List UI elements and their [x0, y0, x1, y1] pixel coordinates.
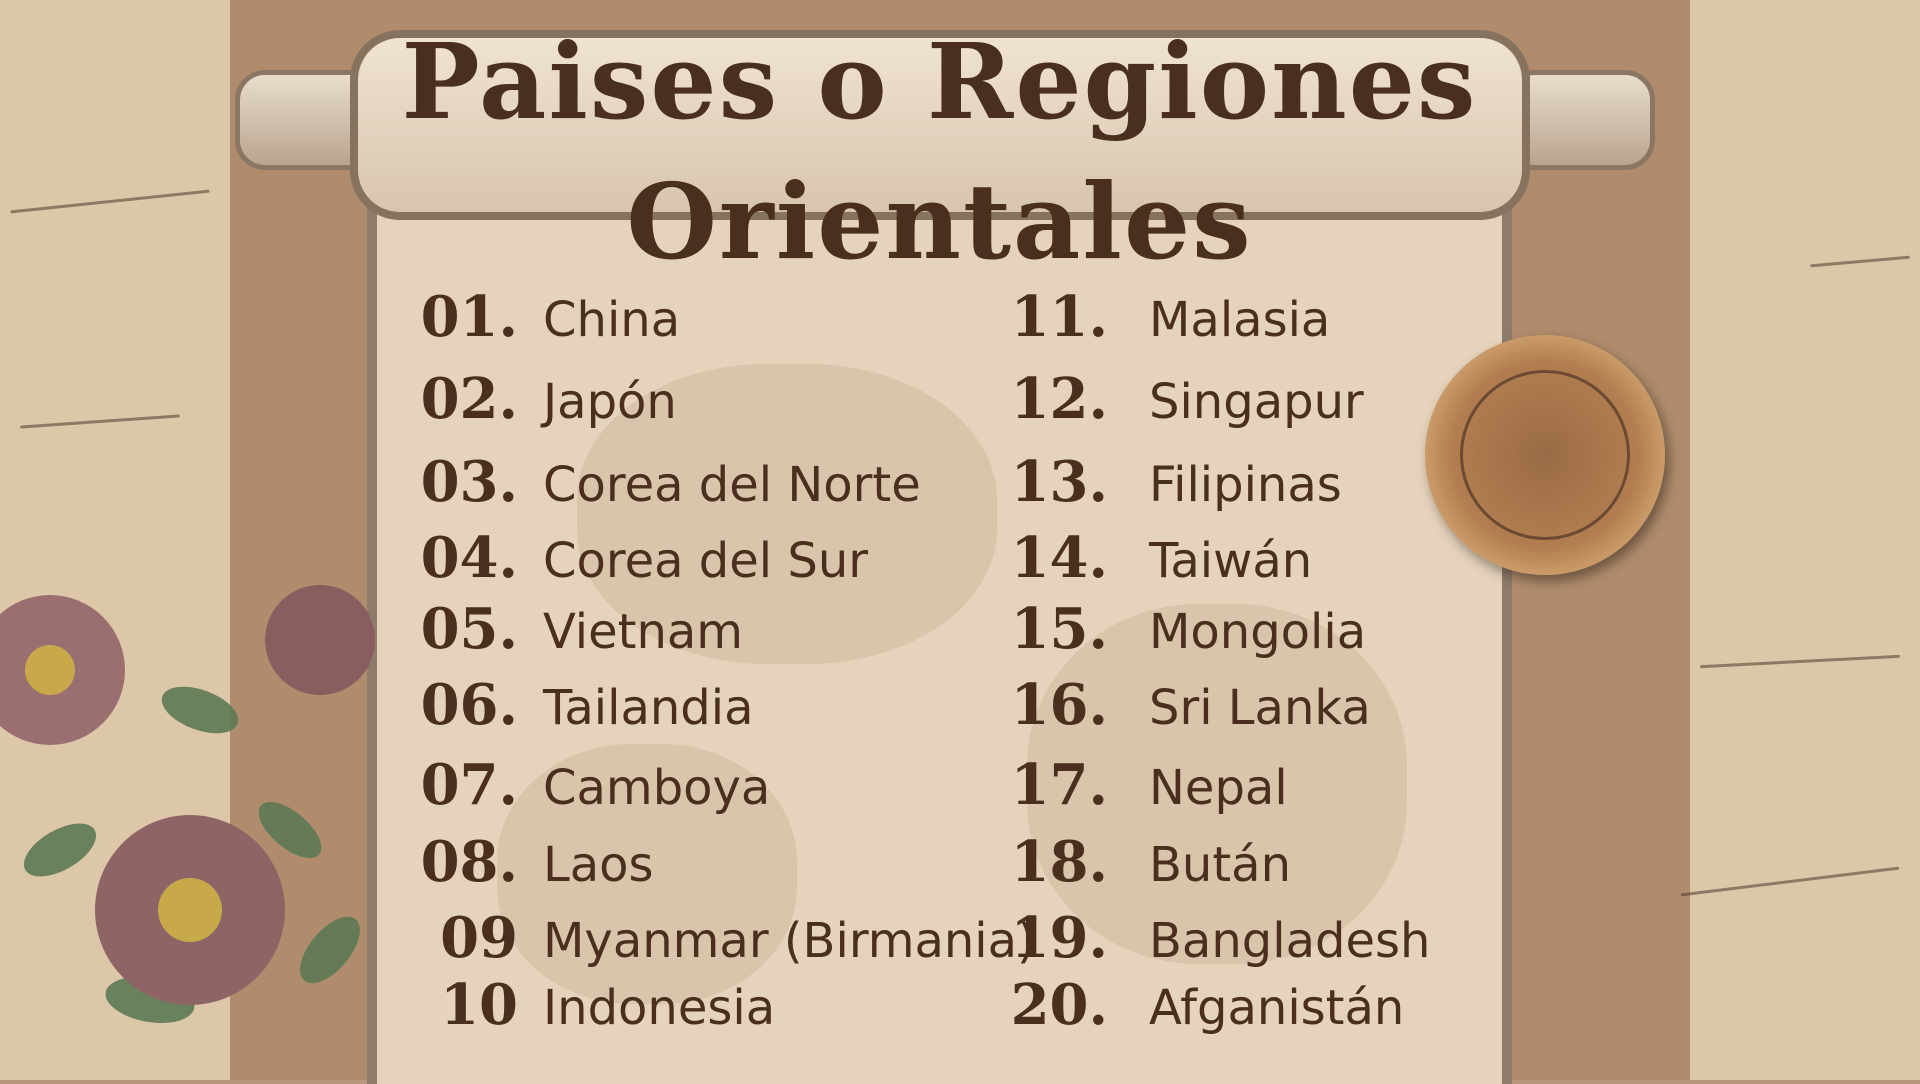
country-name: Camboya	[543, 760, 771, 816]
parchment-scroll	[367, 184, 1512, 1084]
list-number: 15.	[1010, 596, 1108, 662]
country-name: Indonesia	[543, 980, 776, 1036]
country-name: Corea del Norte	[543, 457, 921, 513]
country-name: Tailandia	[543, 680, 754, 736]
roses-decoration	[0, 585, 375, 1024]
list-number: 16.	[1010, 672, 1108, 738]
list-number: 06.	[420, 672, 518, 738]
country-name: Myanmar (Birmania)	[543, 913, 1036, 969]
list-number: 18.	[1010, 829, 1108, 895]
country-name: Singapur	[1149, 374, 1364, 430]
list-number: 19.	[1010, 905, 1108, 971]
wax-seal-icon	[1425, 335, 1665, 575]
list-number: 05.	[420, 596, 518, 662]
list-number: 07.	[420, 752, 518, 818]
country-name: Mongolia	[1149, 604, 1367, 660]
list-number: 08.	[420, 829, 518, 895]
scroll-rod-right	[1505, 70, 1655, 170]
country-name: Sri Lanka	[1149, 680, 1371, 736]
country-name: Nepal	[1149, 760, 1288, 816]
list-number: 04.	[420, 525, 518, 591]
country-name: Taiwán	[1149, 533, 1313, 589]
country-name: Vietnam	[543, 604, 744, 660]
list-number: 12.	[1010, 366, 1108, 432]
country-name: Corea del Sur	[543, 533, 868, 589]
country-name: Bután	[1149, 837, 1292, 893]
list-number: 13.	[1010, 449, 1108, 515]
page-title-line2: Orientales	[626, 160, 1253, 283]
country-name: Afganistán	[1149, 980, 1405, 1036]
page-title-line1: Paises o Regiones	[401, 20, 1478, 143]
list-number: 09	[440, 905, 518, 971]
list-number: 02.	[420, 366, 518, 432]
list-number: 10	[440, 972, 518, 1038]
country-name: China	[543, 292, 681, 348]
country-name: Japón	[543, 374, 677, 430]
list-number: 03.	[420, 449, 518, 515]
country-name: Laos	[543, 837, 654, 893]
country-name: Malasia	[1149, 292, 1331, 348]
country-name: Filipinas	[1149, 457, 1342, 513]
country-name: Bangladesh	[1149, 913, 1431, 969]
handwritten-paper-right	[1660, 0, 1920, 1080]
list-number: 17.	[1010, 752, 1108, 818]
list-number: 20.	[1010, 972, 1108, 1038]
list-number: 01.	[420, 284, 518, 350]
list-number: 14.	[1010, 525, 1108, 591]
list-number: 11.	[1010, 284, 1108, 350]
scroll-top-roll	[350, 30, 1530, 220]
